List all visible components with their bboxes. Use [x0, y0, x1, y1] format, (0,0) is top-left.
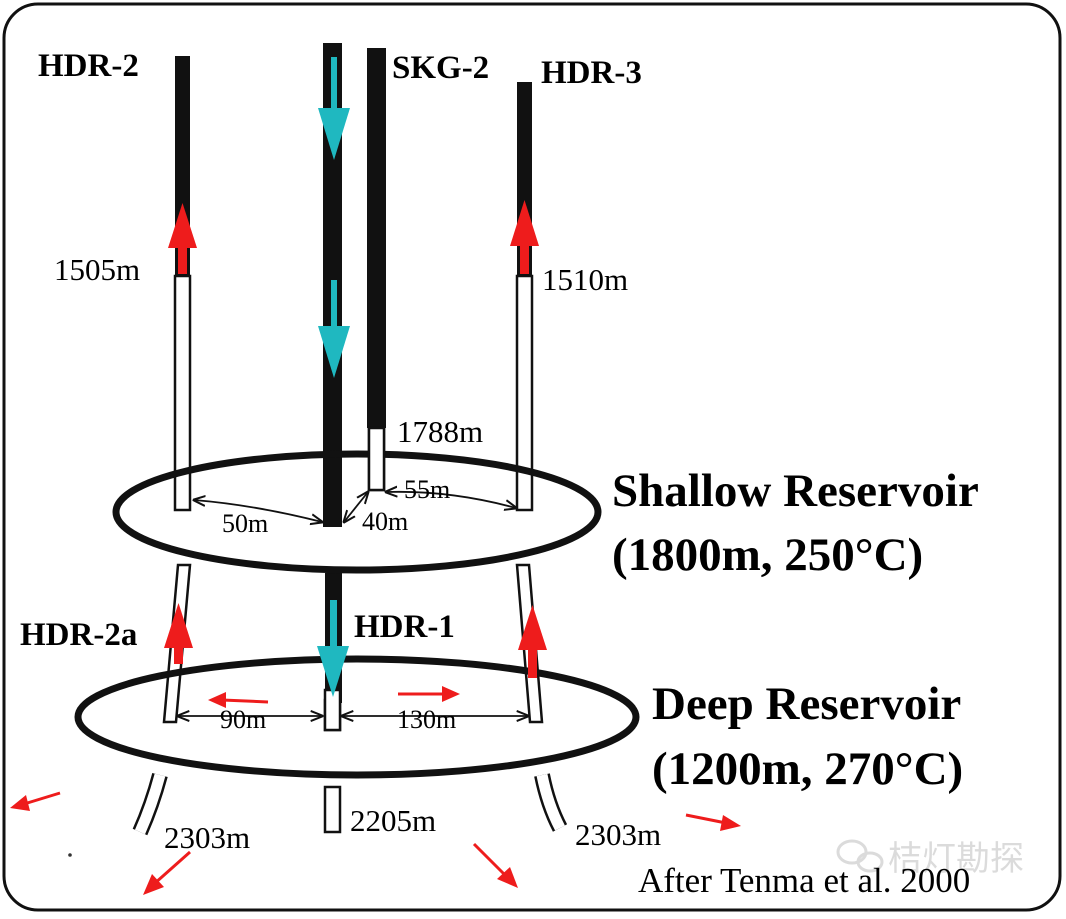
depth-hdr3-bottom: 2303m: [575, 817, 661, 852]
depth-hdr3-casing: 1510m: [542, 262, 628, 297]
injection-arrow-mid: [318, 280, 350, 378]
well-hdr2a-deviated-core: [134, 773, 166, 835]
wechat-icon: [836, 839, 884, 873]
speck: [68, 853, 72, 857]
shallow-reservoir-params: (1800m, 250°C): [612, 529, 923, 581]
deep-reservoir-ring: [74, 655, 640, 779]
label-hdr3: HDR-3: [541, 55, 642, 91]
injection-arrow-top: [318, 57, 350, 160]
flow-arrow-deep-right: [398, 686, 460, 702]
dist-deep-hdr2a-hdr1: 90m: [220, 705, 266, 734]
label-hdr1: HDR-1: [354, 609, 455, 645]
label-skg2: SKG-2: [392, 50, 489, 86]
deep-reservoir-name: Deep Reservoir: [652, 678, 961, 730]
depth-hdr2-casing: 1505m: [54, 252, 140, 287]
flow-arrow-deep-left: [208, 692, 269, 708]
depth-skg2-casing: 1788m: [397, 414, 483, 449]
flow-arrow-bottom-left: [143, 850, 191, 895]
watermark: 桔灯勘探: [836, 839, 1024, 878]
dist-shallow-hdr1-skg2: 40m: [362, 507, 408, 536]
flow-arrow-outer-left: [10, 791, 61, 811]
injection-arrow-deep: [317, 600, 349, 697]
shallow-distance-lines: [194, 492, 516, 522]
injection-arrows: [317, 57, 350, 697]
deep-reservoir-params: (1200m, 270°C): [652, 743, 963, 795]
dist-shallow-skg2-hdr3: 55m: [404, 475, 450, 504]
watermark-text: 桔灯勘探: [888, 840, 1024, 878]
production-arrow-hdr3-deep: [518, 605, 547, 678]
flow-arrow-bottom-right: [685, 813, 741, 831]
label-hdr2: HDR-2: [38, 48, 139, 84]
shallow-reservoir-name: Shallow Reservoir: [612, 465, 979, 517]
dist-deep-hdr1-hdr3: 130m: [397, 705, 456, 734]
well-skg2: [367, 48, 386, 492]
flow-arrows: [10, 686, 741, 895]
production-arrow-hdr2a: [164, 603, 193, 664]
label-hdr2a: HDR-2a: [20, 617, 137, 653]
dist-shallow-hdr2-hdr1: 50m: [222, 509, 268, 538]
depth-hdr2a-bottom: 2303m: [164, 820, 250, 855]
well-hdr3-deviated-core: [536, 773, 565, 831]
credit: After Tenma et al. 2000: [638, 861, 970, 900]
production-arrow-hdr2: [168, 203, 197, 274]
production-arrow-hdr3: [510, 200, 539, 274]
shallow-reservoir-ring: [112, 450, 602, 574]
depth-hdr1-bottom: 2205m: [350, 803, 436, 838]
production-arrows: [164, 200, 547, 678]
well-hdr2: [173, 56, 192, 512]
flow-arrow-bottom-mid: [472, 842, 518, 888]
well-hdr3: [515, 82, 534, 512]
